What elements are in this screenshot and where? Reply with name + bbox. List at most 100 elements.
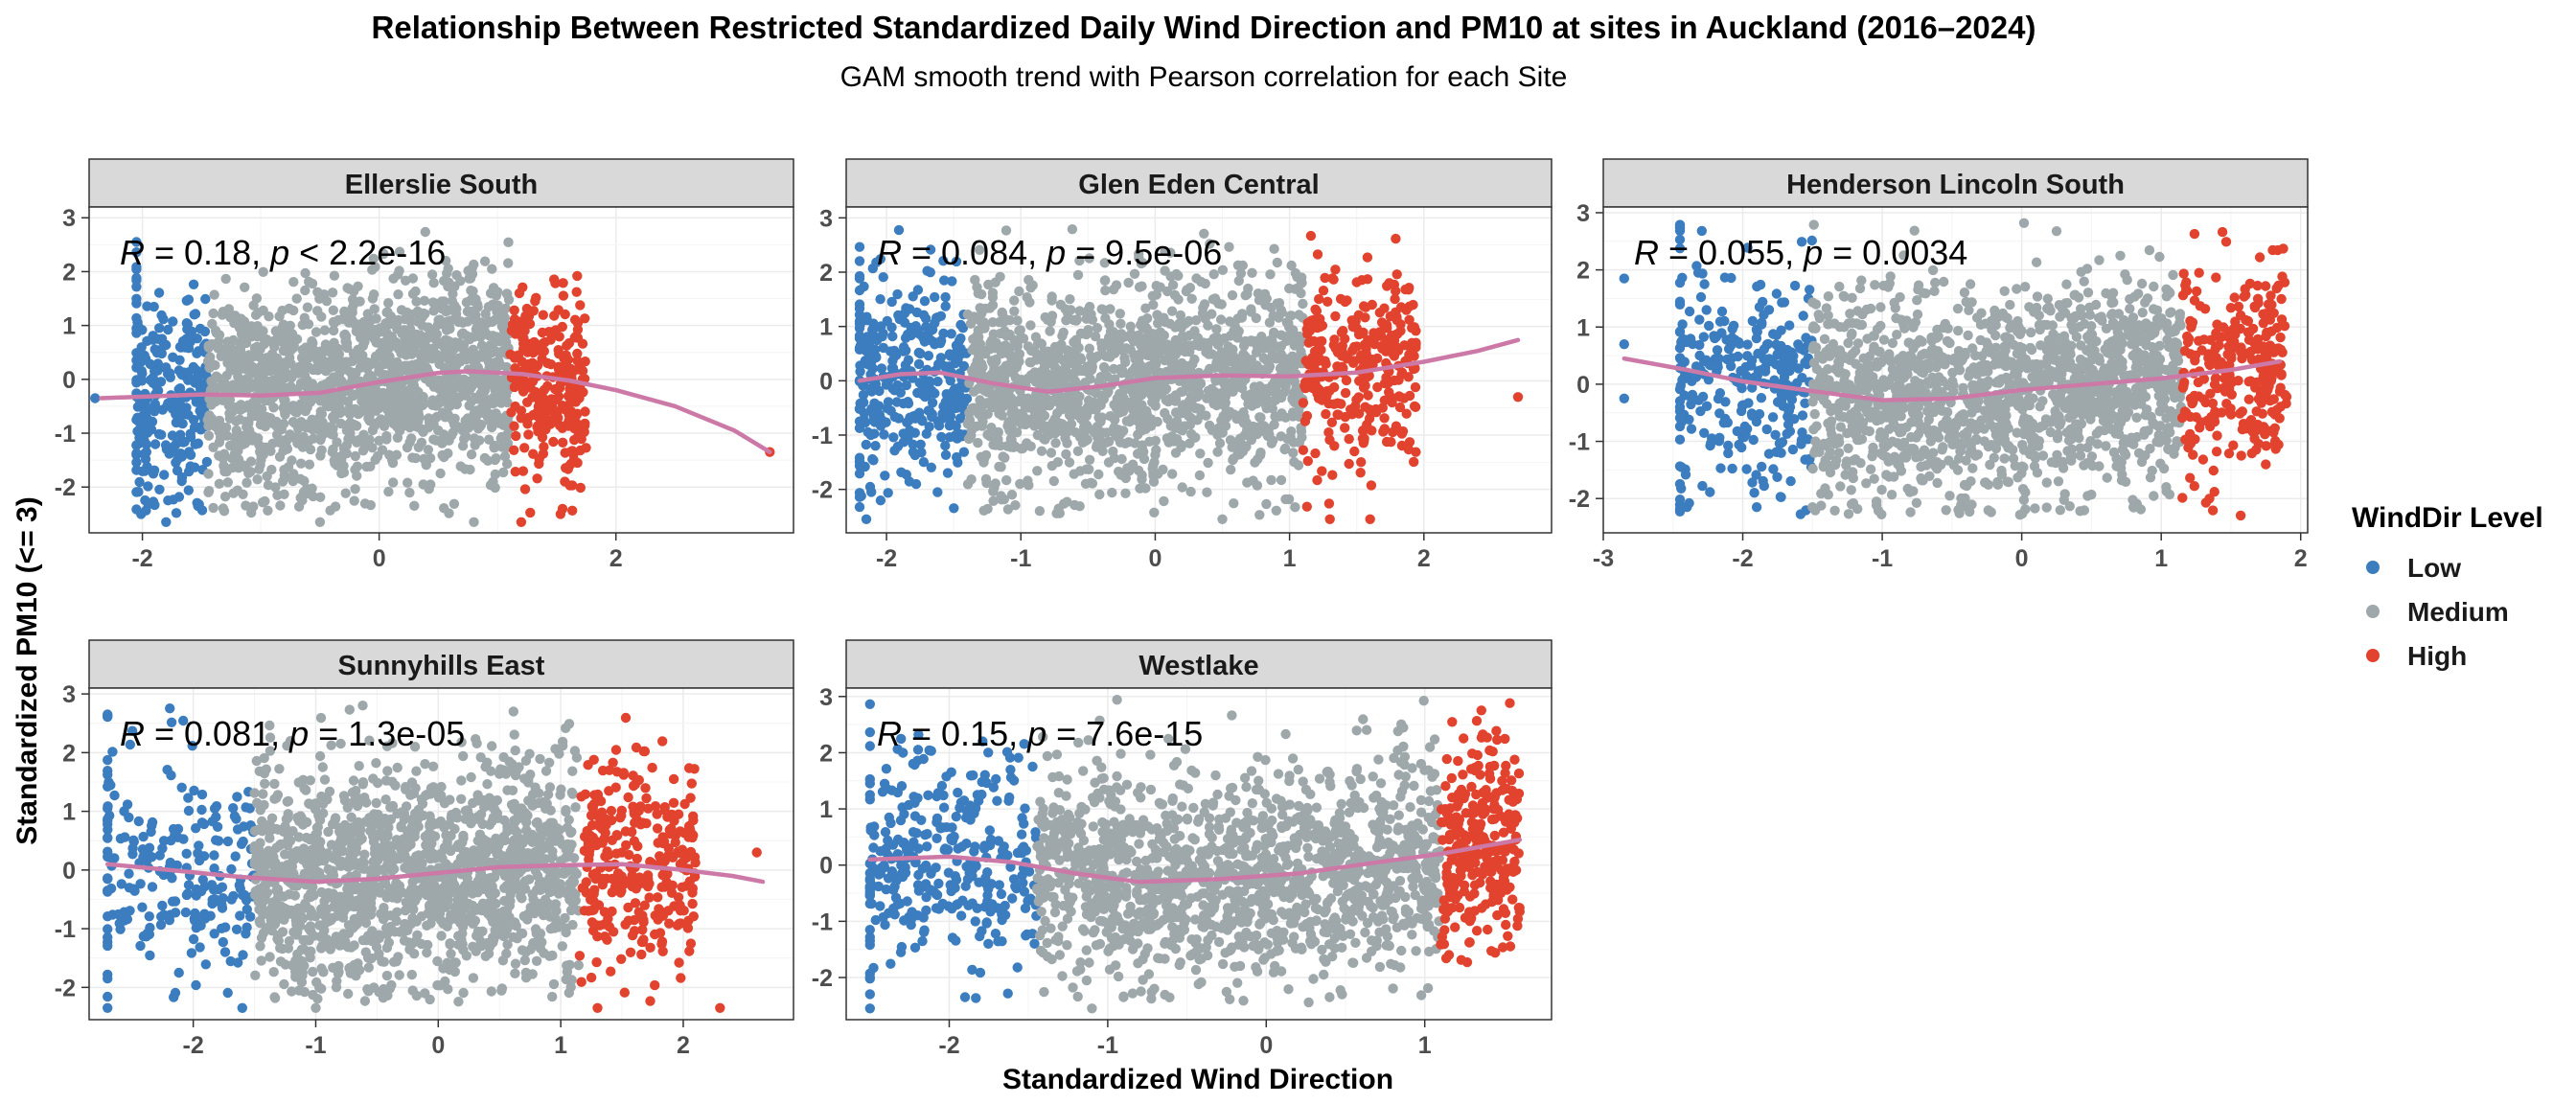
data-point	[1237, 359, 1248, 370]
data-point	[284, 432, 294, 443]
data-point	[1722, 417, 1734, 428]
data-point	[1116, 318, 1126, 329]
data-point	[275, 500, 286, 511]
data-point	[280, 407, 290, 419]
data-point	[203, 430, 215, 441]
data-point	[374, 367, 385, 378]
data-point	[1262, 430, 1274, 442]
data-point	[567, 505, 578, 516]
data-point	[1011, 361, 1023, 373]
data-point	[316, 445, 327, 455]
data-point	[1045, 326, 1055, 336]
data-point	[1905, 507, 1916, 518]
data-point	[509, 351, 519, 361]
data-point	[528, 409, 539, 421]
x-tick-label: 1	[1283, 545, 1297, 572]
data-point	[1277, 362, 1288, 373]
data-point	[1727, 463, 1737, 474]
data-point	[930, 291, 940, 303]
data-point	[175, 429, 186, 440]
data-point	[523, 358, 535, 370]
data-point-outlier	[469, 517, 479, 527]
data-point	[1310, 304, 1321, 314]
data-point	[1135, 385, 1146, 397]
data-point	[924, 376, 934, 386]
data-point	[384, 449, 395, 460]
data-point	[889, 345, 900, 356]
data-point	[894, 313, 905, 325]
data-point	[288, 469, 299, 479]
x-axis-title: Standardized Wind Direction	[1002, 1064, 1393, 1095]
data-point	[1134, 282, 1145, 292]
data-point	[1340, 423, 1350, 433]
data-point	[335, 406, 347, 418]
data-point	[1254, 412, 1265, 423]
data-point	[293, 501, 305, 512]
data-point	[1009, 295, 1020, 306]
data-point	[1151, 289, 1162, 300]
data-point	[1027, 280, 1038, 290]
data-point	[1280, 380, 1291, 392]
data-point	[979, 323, 990, 334]
data-point	[1014, 286, 1024, 297]
data-point	[402, 477, 413, 488]
data-point	[1338, 326, 1348, 336]
data-point	[1759, 480, 1770, 492]
data-point	[399, 387, 409, 398]
data-point	[1367, 299, 1378, 310]
data-point	[1192, 415, 1203, 426]
data-point	[1077, 437, 1089, 448]
data-point	[2041, 502, 2052, 513]
data-point	[1151, 445, 1162, 455]
data-point	[300, 405, 310, 417]
data-point	[1102, 388, 1113, 399]
data-point	[1247, 267, 1257, 278]
data-point	[1734, 336, 1744, 348]
data-point	[580, 356, 590, 367]
data-point	[936, 431, 947, 443]
chart-subtitle: GAM smooth trend with Pearson correlatio…	[840, 61, 1568, 93]
data-point	[131, 323, 142, 334]
data-point	[1768, 464, 1779, 474]
data-point	[2082, 288, 2094, 298]
data-point	[462, 306, 473, 317]
data-points	[90, 226, 775, 527]
annotation-part: R	[877, 233, 902, 272]
data-point	[175, 448, 186, 459]
data-point	[1805, 285, 1815, 295]
data-point	[1107, 487, 1117, 498]
data-point	[194, 346, 204, 356]
data-point	[1087, 314, 1098, 325]
data-point	[1747, 315, 1759, 327]
data-point	[262, 471, 272, 482]
data-point	[978, 362, 988, 373]
data-point	[304, 459, 315, 470]
data-point	[910, 478, 922, 490]
data-point	[491, 453, 501, 464]
data-point	[365, 499, 376, 511]
data-point	[131, 275, 142, 286]
data-point	[1771, 447, 1782, 457]
data-point	[1738, 432, 1750, 443]
data-point	[1211, 324, 1222, 334]
data-point	[1111, 403, 1122, 414]
data-point	[486, 348, 497, 358]
data-point	[246, 409, 257, 421]
data-point	[167, 430, 178, 441]
data-point	[268, 335, 279, 347]
data-point	[978, 505, 989, 516]
data-point	[208, 502, 218, 514]
data-point	[428, 278, 439, 288]
data-point	[1752, 327, 1763, 337]
data-point	[537, 391, 548, 402]
data-point	[979, 349, 991, 359]
data-point	[1302, 455, 1314, 467]
data-point	[225, 312, 236, 323]
data-point	[422, 333, 433, 344]
data-point	[389, 399, 400, 409]
data-point	[1851, 358, 1861, 369]
data-point	[532, 473, 542, 484]
data-point	[509, 305, 519, 315]
data-point	[482, 411, 493, 423]
data-point	[1096, 304, 1107, 314]
